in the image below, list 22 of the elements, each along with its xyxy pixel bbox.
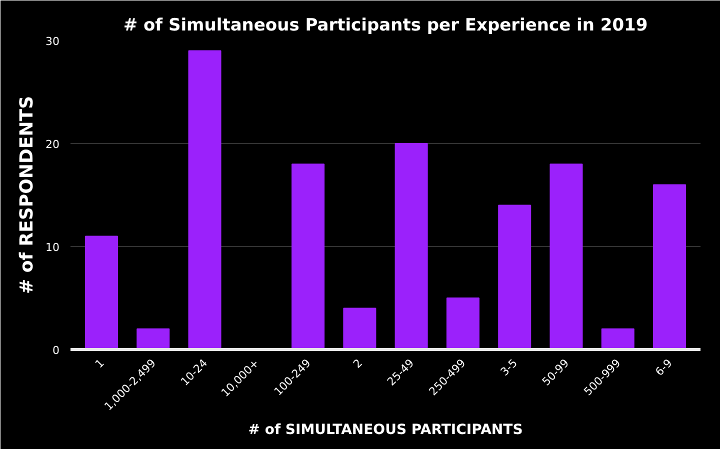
x-tick-label: 2 xyxy=(350,356,365,371)
bar xyxy=(84,236,118,350)
x-tick-label: 3-5 xyxy=(498,356,520,379)
bar xyxy=(343,308,376,350)
x-tick-label: 6-9 xyxy=(652,356,675,379)
bar xyxy=(188,50,222,350)
y-tick-label: 10 xyxy=(46,241,60,254)
bar xyxy=(653,184,686,350)
bar xyxy=(601,328,634,350)
x-axis-title: # of SIMULTANEOUS PARTICIPANTS xyxy=(248,422,523,438)
chart-title: # of Simultaneous Participants per Experience in 2019 xyxy=(123,16,648,36)
bar xyxy=(550,164,583,350)
y-tick-label: 20 xyxy=(46,138,60,151)
bar xyxy=(136,328,170,350)
bar xyxy=(446,298,480,350)
bar xyxy=(498,204,532,350)
y-tick-label: 0 xyxy=(52,344,60,357)
y-tick-label: 30 xyxy=(46,35,60,48)
y-axis-title: # of RESPONDENTS xyxy=(16,96,38,294)
bar xyxy=(394,143,428,350)
bar xyxy=(292,164,325,350)
x-tick-label: 1 xyxy=(92,356,107,371)
